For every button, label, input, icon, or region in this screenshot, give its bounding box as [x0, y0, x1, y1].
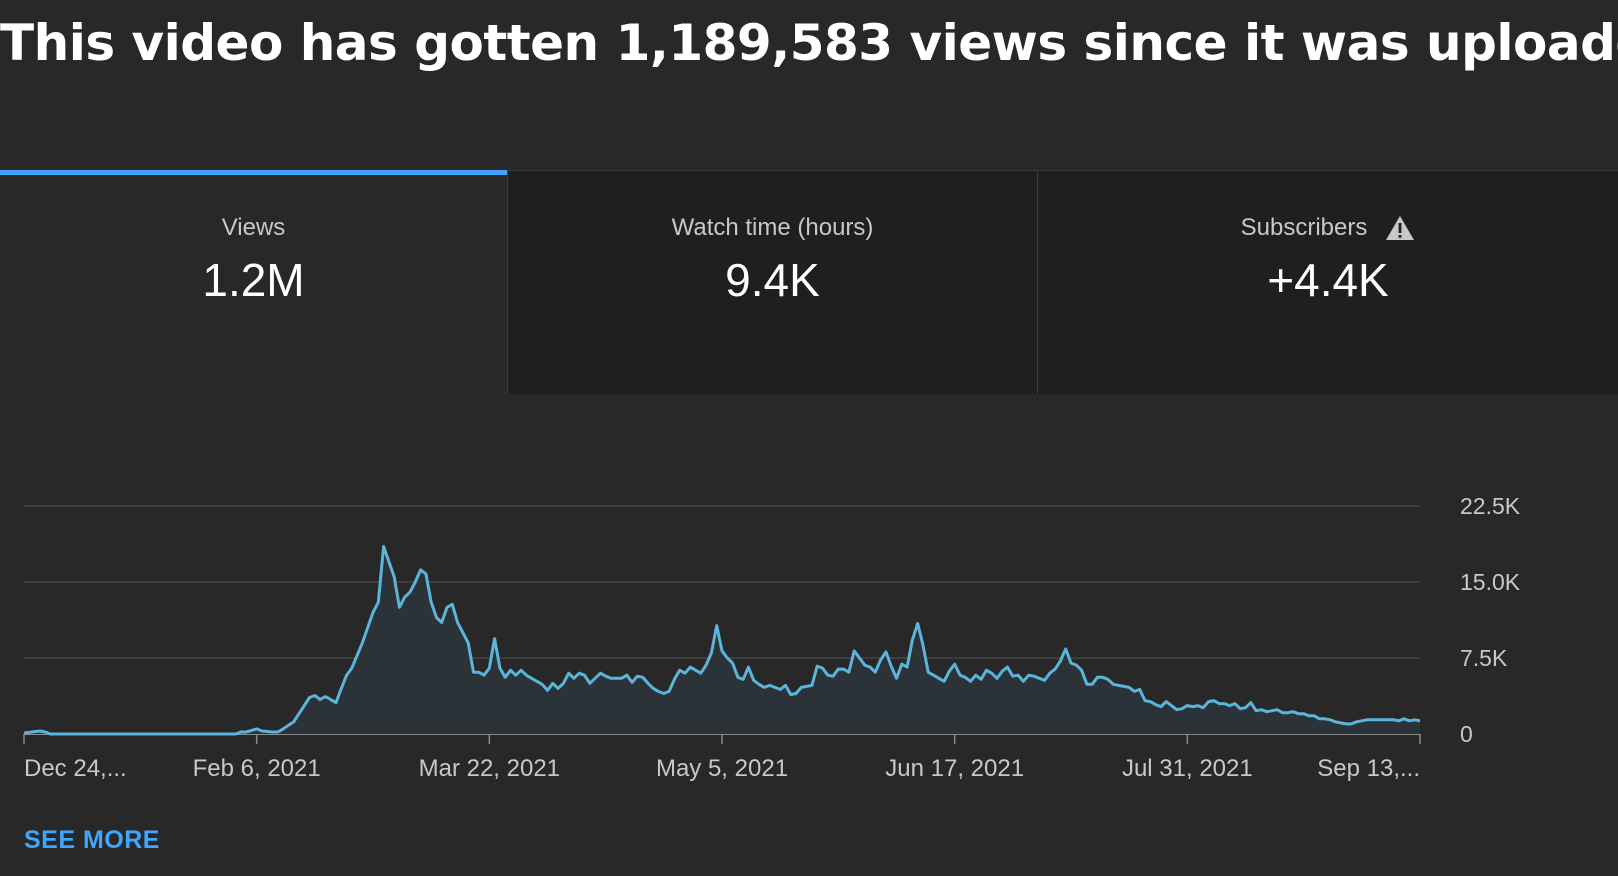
see-more-button[interactable]: SEE MORE [24, 826, 160, 854]
tab-watch-time-label: Watch time (hours) [671, 214, 874, 241]
y-tick-label: 22.5K [1460, 493, 1521, 519]
x-tick-label: Sep 13,... [1317, 755, 1420, 782]
y-tick-label: 0 [1460, 721, 1473, 747]
views-chart: Dec 24,... Feb 6, 2021 Mar 22, 2021 May 5, … [23, 493, 1521, 782]
views-area [24, 546, 1420, 734]
tab-views-value: 1.2M [202, 254, 305, 306]
tab-watch-time[interactable]: Watch time (hours) 9.4K [507, 170, 1037, 394]
warning-icon[interactable] [1385, 215, 1415, 241]
x-tick-label: May 5, 2021 [656, 755, 788, 782]
page-title: This video has gotten 1,189,583 views si… [0, 14, 1618, 72]
y-tick-label: 15.0K [1460, 569, 1521, 595]
tab-subscribers-value: +4.4K [1267, 254, 1389, 306]
metric-tabs: Views 1.2M Watch time (hours) 9.4K Subsc… [0, 170, 1618, 394]
x-tick-label: Jun 17, 2021 [885, 755, 1024, 782]
chart-x-axis: Dec 24,... Feb 6, 2021 Mar 22, 2021 May 5, … [23, 734, 1421, 782]
tab-subscribers-label: Subscribers [1240, 214, 1368, 241]
chart-y-axis: 0 7.5K 15.0K 22.5K [1460, 493, 1521, 747]
tab-views[interactable]: Views 1.2M [0, 170, 507, 394]
views-line [23, 545, 1421, 736]
x-tick-label: Mar 22, 2021 [419, 755, 560, 782]
x-tick-label: Jul 31, 2021 [1122, 755, 1253, 782]
tab-subscribers[interactable]: Subscribers +4.4K [1037, 170, 1618, 394]
x-tick-label: Dec 24,... [24, 755, 127, 782]
x-tick-label: Feb 6, 2021 [193, 755, 321, 782]
y-tick-label: 7.5K [1460, 645, 1508, 671]
tab-views-label: Views [221, 214, 286, 241]
tab-watch-time-value: 9.4K [725, 254, 820, 306]
